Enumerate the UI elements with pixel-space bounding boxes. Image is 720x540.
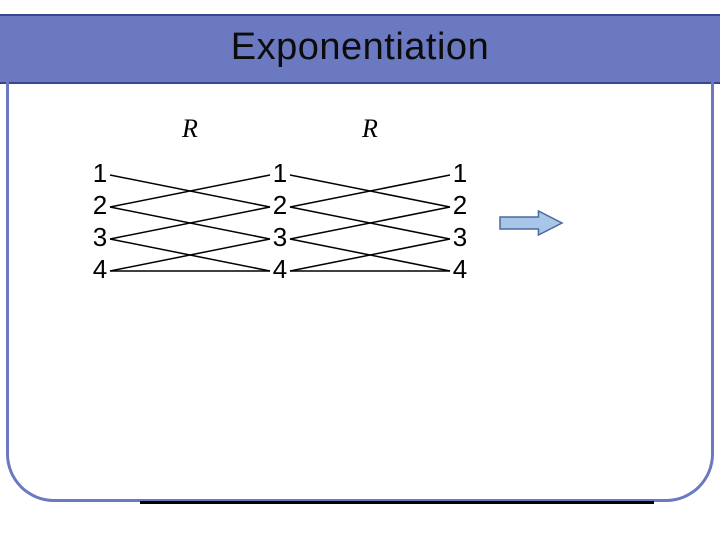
edges-right (290, 175, 450, 271)
footer-rule (140, 501, 654, 504)
node-label: 1 (453, 158, 467, 188)
node-label: 3 (273, 222, 287, 252)
relation-label: R (361, 114, 378, 143)
node-label: 3 (93, 222, 107, 252)
relation-diagram: 123412341234 RR (60, 95, 620, 355)
result-arrow-icon (500, 211, 562, 235)
node-label: 2 (93, 190, 107, 220)
node-label: 1 (93, 158, 107, 188)
node-label: 4 (453, 254, 467, 284)
slide-title: Exponentiation (0, 26, 720, 69)
node-label: 2 (453, 190, 467, 220)
node-label: 2 (273, 190, 287, 220)
relation-label: R (181, 114, 198, 143)
arrow-icon (500, 211, 562, 235)
node-label: 4 (273, 254, 287, 284)
node-label: 1 (273, 158, 287, 188)
node-label: 3 (453, 222, 467, 252)
node-labels: 123412341234 (93, 158, 467, 284)
header-line-bottom (0, 82, 720, 84)
node-label: 4 (93, 254, 107, 284)
relation-labels: RR (181, 114, 378, 143)
slide-root: Exponentiation 123412341234 RR (0, 0, 720, 540)
header-line-top (0, 14, 720, 16)
edges-left (110, 175, 270, 271)
